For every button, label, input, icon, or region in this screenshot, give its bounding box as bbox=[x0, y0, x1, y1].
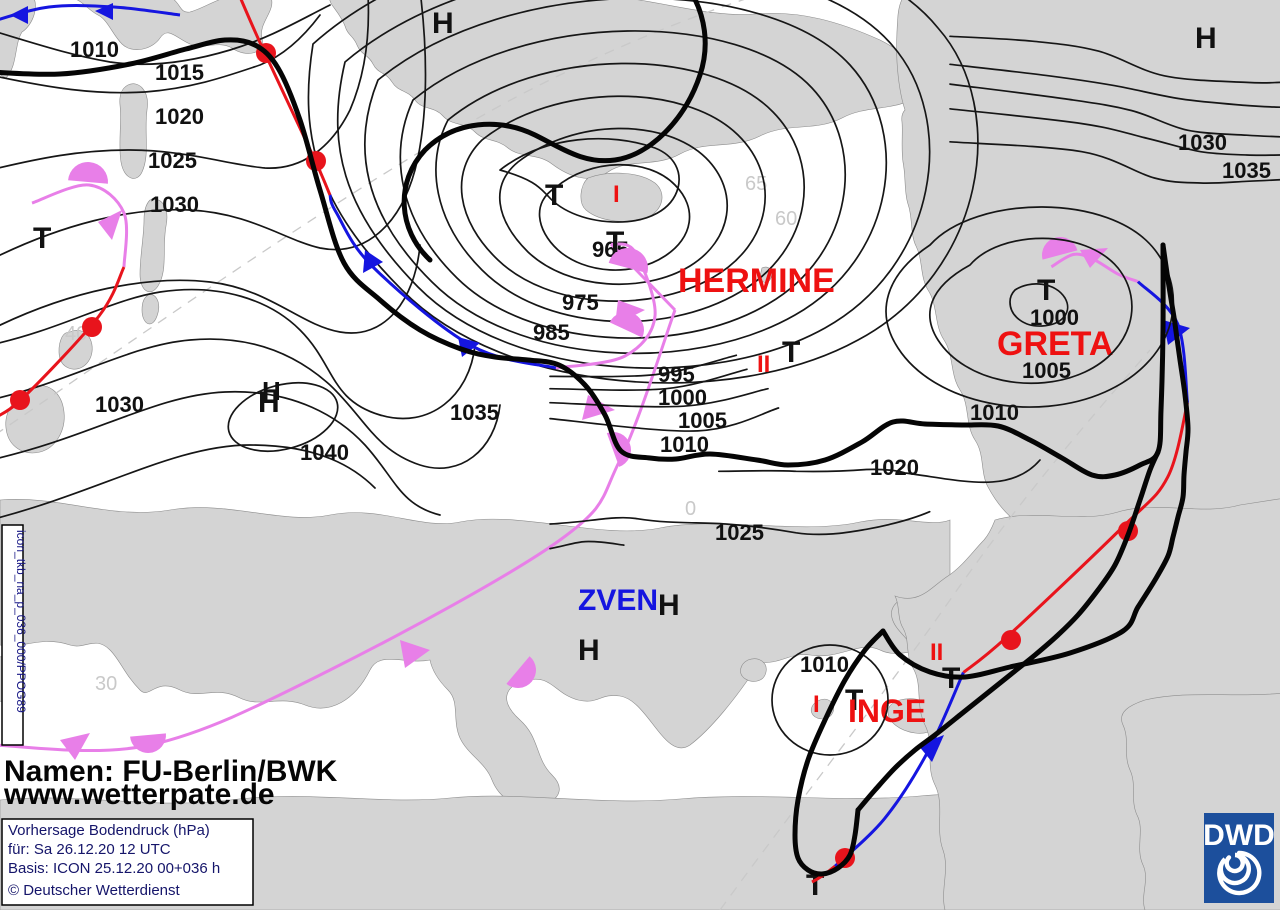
svg-text:H: H bbox=[578, 634, 600, 667]
svg-text:II: II bbox=[930, 639, 943, 666]
svg-text:985: 985 bbox=[533, 320, 570, 345]
svg-text:H: H bbox=[432, 7, 454, 40]
svg-text:1025: 1025 bbox=[148, 148, 197, 173]
svg-text:T: T bbox=[545, 179, 563, 212]
svg-text:icon_tkb_na_p_036_000/PPOG89: icon_tkb_na_p_036_000/PPOG89 bbox=[14, 530, 28, 713]
svg-text:H: H bbox=[1195, 22, 1217, 55]
svg-text:1035: 1035 bbox=[1222, 158, 1271, 183]
svg-text:1030: 1030 bbox=[1178, 130, 1227, 155]
svg-text:1020: 1020 bbox=[870, 455, 919, 480]
svg-text:T: T bbox=[1037, 274, 1055, 307]
svg-text:H: H bbox=[658, 589, 680, 622]
svg-text:1000: 1000 bbox=[1030, 305, 1079, 330]
svg-text:60: 60 bbox=[775, 208, 797, 230]
svg-text:1020: 1020 bbox=[155, 104, 204, 129]
svg-text:1010: 1010 bbox=[70, 37, 119, 62]
svg-text:Basis: ICON 25.12.20 00+036 h: Basis: ICON 25.12.20 00+036 h bbox=[8, 860, 220, 877]
svg-text:DWD: DWD bbox=[1203, 819, 1275, 852]
svg-text:ZVEN: ZVEN bbox=[578, 584, 658, 617]
svg-text:T: T bbox=[606, 226, 624, 259]
svg-text:© Deutscher Wetterdienst: © Deutscher Wetterdienst bbox=[8, 882, 181, 899]
svg-text:I: I bbox=[813, 691, 820, 718]
svg-text:1005: 1005 bbox=[1022, 358, 1071, 383]
svg-text:30: 30 bbox=[95, 673, 117, 695]
svg-text:1005: 1005 bbox=[678, 408, 727, 433]
svg-text:H: H bbox=[258, 386, 280, 419]
svg-text:1015: 1015 bbox=[155, 60, 204, 85]
svg-text:1025: 1025 bbox=[715, 520, 764, 545]
svg-text:0: 0 bbox=[685, 498, 696, 520]
svg-text:II: II bbox=[757, 351, 770, 378]
svg-text:1010: 1010 bbox=[970, 400, 1019, 425]
svg-text:T: T bbox=[782, 336, 800, 369]
svg-text:www.wetterpate.de: www.wetterpate.de bbox=[3, 778, 275, 811]
svg-text:I: I bbox=[613, 181, 620, 208]
svg-text:1010: 1010 bbox=[800, 652, 849, 677]
svg-text:HERMINE: HERMINE bbox=[678, 262, 835, 300]
svg-text:Vorhersage Bodendruck (hPa): Vorhersage Bodendruck (hPa) bbox=[8, 822, 210, 839]
svg-text:1000: 1000 bbox=[658, 385, 707, 410]
svg-text:1030: 1030 bbox=[150, 192, 199, 217]
svg-text:995: 995 bbox=[658, 362, 695, 387]
svg-text:1040: 1040 bbox=[300, 440, 349, 465]
svg-text:T: T bbox=[33, 222, 51, 255]
svg-text:für: Sa 26.12.20 12 UTC: für: Sa 26.12.20 12 UTC bbox=[8, 841, 171, 858]
svg-text:1030: 1030 bbox=[95, 392, 144, 417]
svg-text:1035: 1035 bbox=[450, 400, 499, 425]
svg-text:975: 975 bbox=[562, 290, 599, 315]
